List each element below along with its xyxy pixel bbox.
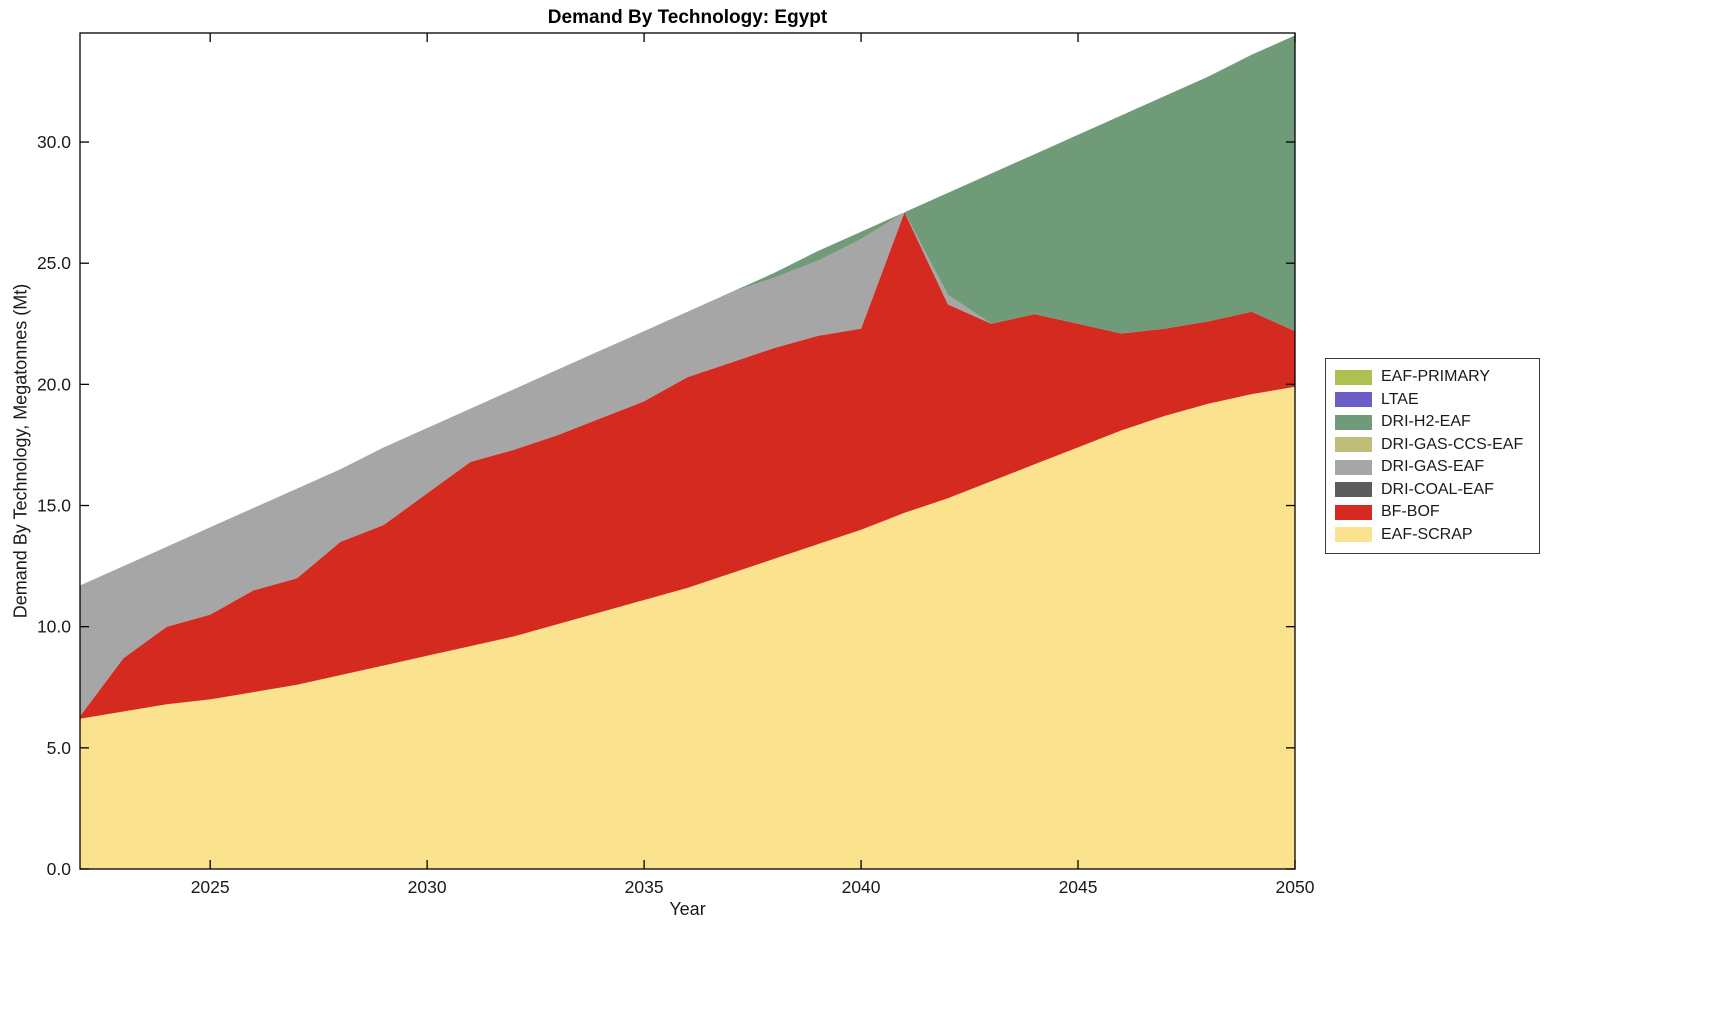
x-tick-label: 2040 xyxy=(842,877,881,897)
legend-item-ltae: LTAE xyxy=(1335,389,1523,412)
y-axis-label: Demand By Technology, Megatonnes (Mt) xyxy=(10,283,31,619)
legend-label: EAF-PRIMARY xyxy=(1381,368,1491,386)
legend-item-dri-h2-eaf: DRI-H2-EAF xyxy=(1335,411,1523,434)
legend-label: DRI-H2-EAF xyxy=(1381,413,1471,431)
legend-swatch xyxy=(1335,369,1372,385)
x-tick-label: 2050 xyxy=(1276,877,1315,897)
legend-label: LTAE xyxy=(1381,390,1419,408)
legend-swatch xyxy=(1335,459,1372,475)
legend-swatch xyxy=(1335,414,1372,430)
legend-label: DRI-GAS-EAF xyxy=(1381,458,1485,476)
y-tick-label: 0.0 xyxy=(47,859,72,879)
legend-item-dri-coal-eaf: DRI-COAL-EAF xyxy=(1335,479,1523,502)
x-tick-label: 2045 xyxy=(1059,877,1098,897)
y-tick-label: 5.0 xyxy=(47,738,72,758)
legend-label: DRI-GAS-CCS-EAF xyxy=(1381,435,1524,453)
legend-swatch xyxy=(1335,504,1372,520)
x-tick-label: 2030 xyxy=(408,877,447,897)
legend: EAF-PRIMARY LTAE DRI-H2-EAF DRI-GAS-CCS-EAF… xyxy=(1325,358,1541,554)
area-dri-h2-eaf xyxy=(80,35,1295,586)
x-tick-label: 2035 xyxy=(625,877,664,897)
y-tick-label: 25.0 xyxy=(37,253,71,273)
area-dri-gas-eaf xyxy=(80,212,1295,717)
legend-item-eaf-primary: EAF-PRIMARY xyxy=(1335,366,1523,389)
area-eaf-scrap xyxy=(80,386,1295,869)
legend-item-dri-gas-eaf: DRI-GAS-EAF xyxy=(1335,456,1523,479)
y-tick-label: 10.0 xyxy=(37,617,71,637)
legend-label: BF-BOF xyxy=(1381,503,1440,521)
legend-item-dri-gas-ccs-eaf: DRI-GAS-CCS-EAF xyxy=(1335,434,1523,457)
legend-item-bf-bof: BF-BOF xyxy=(1335,501,1523,524)
y-tick-label: 20.0 xyxy=(37,374,71,394)
legend-item-eaf-scrap: EAF-SCRAP xyxy=(1335,524,1523,547)
y-tick-label: 30.0 xyxy=(37,132,71,152)
legend-label: DRI-COAL-EAF xyxy=(1381,480,1494,498)
legend-swatch xyxy=(1335,437,1372,453)
area-bf-bof xyxy=(80,212,1295,719)
x-axis-label: Year xyxy=(669,899,706,919)
plot-border xyxy=(79,32,1296,870)
chart-title: Demand By Technology: Egypt xyxy=(547,7,828,28)
legend-swatch xyxy=(1335,527,1372,543)
legend-label: EAF-SCRAP xyxy=(1381,525,1473,543)
x-tick-label: 2025 xyxy=(191,877,230,897)
legend-swatch xyxy=(1335,482,1372,498)
legend-swatch xyxy=(1335,392,1372,408)
y-tick-label: 15.0 xyxy=(37,496,71,516)
